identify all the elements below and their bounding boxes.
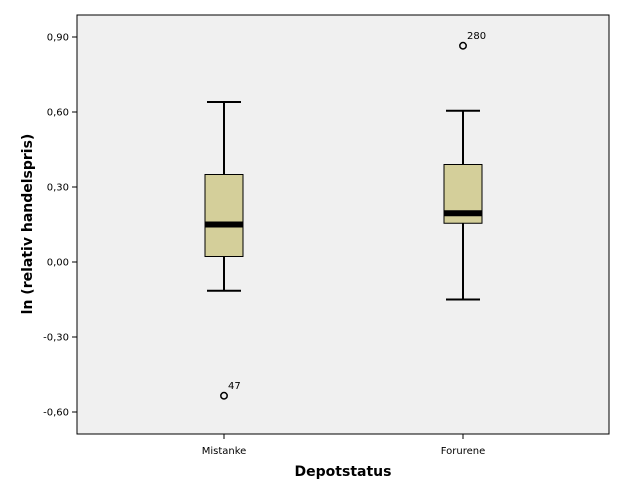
- x-axis: Mistanke Forurene: [202, 434, 486, 457]
- y-tick-label: 0,90: [47, 33, 69, 44]
- y-tick-label: -0,60: [43, 408, 69, 419]
- y-axis: -0,60 -0,30 0,00 0,30 0,60 0,90: [43, 33, 77, 419]
- outlier-label: 280: [467, 31, 486, 42]
- x-tick-label: Forurene: [441, 446, 486, 457]
- outlier-label: 47: [228, 381, 241, 392]
- x-axis-title: Depotstatus: [295, 464, 392, 480]
- y-tick-label: 0,30: [47, 183, 69, 194]
- y-axis-title: ln (relativ handelspris): [20, 134, 36, 315]
- y-tick-label: 0,60: [47, 108, 69, 119]
- boxes: 47 280: [204, 31, 486, 400]
- box-group-forurene: 280: [443, 31, 486, 301]
- box-group-mistanke: 47: [204, 101, 244, 400]
- outlier-point: [459, 41, 467, 50]
- plot-area: [76, 14, 610, 435]
- y-tick-label: -0,30: [43, 333, 69, 344]
- x-tick-label: Mistanke: [202, 446, 247, 457]
- outlier-point: [220, 391, 228, 400]
- iqr-box: [204, 174, 244, 257]
- y-tick-label: 0,00: [47, 258, 69, 269]
